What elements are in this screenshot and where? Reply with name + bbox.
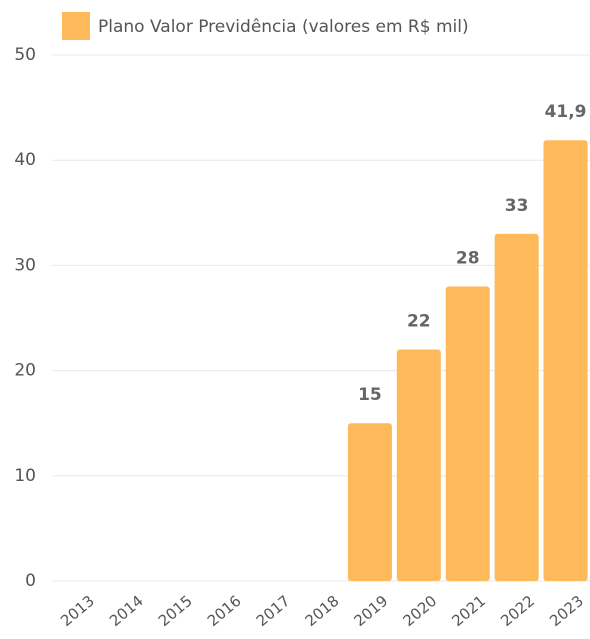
legend-swatch bbox=[62, 12, 90, 40]
value-label: 33 bbox=[505, 196, 529, 216]
x-tick-label: 2019 bbox=[351, 592, 392, 630]
value-label: 41,9 bbox=[545, 102, 587, 122]
x-tick-label: 2021 bbox=[448, 592, 489, 630]
y-tick-label: 40 bbox=[14, 150, 36, 170]
legend-label: Plano Valor Previdência (valores em R$ m… bbox=[98, 17, 469, 37]
bar bbox=[494, 233, 539, 581]
y-tick-label: 30 bbox=[14, 255, 36, 275]
x-tick-label: 2022 bbox=[497, 592, 538, 630]
bar bbox=[396, 349, 441, 581]
x-tick-label: 2015 bbox=[155, 592, 196, 630]
value-label: 15 bbox=[358, 385, 382, 405]
y-tick-label: 20 bbox=[14, 361, 36, 381]
x-tick-label: 2020 bbox=[399, 592, 440, 630]
bar bbox=[347, 423, 392, 581]
y-tick-label: 0 bbox=[25, 571, 36, 591]
bar bbox=[445, 286, 490, 581]
x-tick-label: 2014 bbox=[106, 592, 147, 630]
x-tick-label: 2016 bbox=[204, 592, 245, 630]
value-label: 28 bbox=[456, 248, 480, 268]
x-tick-label: 2018 bbox=[302, 592, 343, 630]
bar bbox=[543, 140, 588, 581]
y-tick-label: 50 bbox=[14, 45, 36, 65]
value-label: 22 bbox=[407, 312, 431, 332]
x-tick-label: 2023 bbox=[546, 592, 587, 630]
y-tick-label: 10 bbox=[14, 466, 36, 486]
x-tick-label: 2017 bbox=[253, 592, 294, 630]
x-tick-label: 2013 bbox=[57, 592, 98, 630]
